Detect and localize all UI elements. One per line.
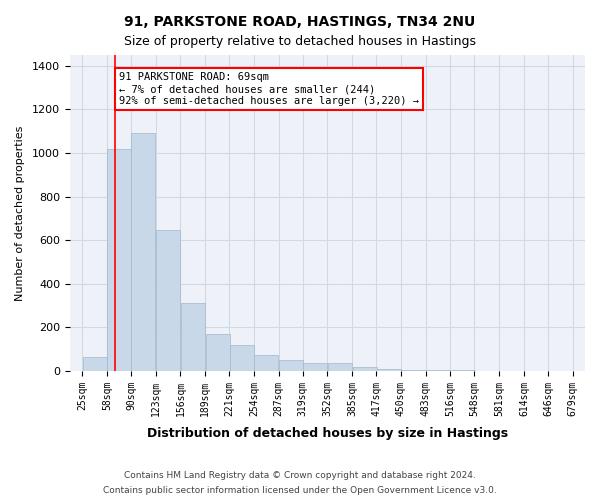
Bar: [303, 364, 327, 371]
Bar: [156, 230, 180, 371]
Text: Contains public sector information licensed under the Open Government Licence v3: Contains public sector information licen…: [103, 486, 497, 495]
Text: Contains HM Land Registry data © Crown copyright and database right 2024.: Contains HM Land Registry data © Crown c…: [124, 471, 476, 480]
Text: 91 PARKSTONE ROAD: 69sqm
← 7% of detached houses are smaller (244)
92% of semi-d: 91 PARKSTONE ROAD: 69sqm ← 7% of detache…: [119, 72, 419, 106]
Bar: [279, 360, 303, 371]
Bar: [353, 366, 377, 371]
Y-axis label: Number of detached properties: Number of detached properties: [15, 126, 25, 300]
Text: 91, PARKSTONE ROAD, HASTINGS, TN34 2NU: 91, PARKSTONE ROAD, HASTINGS, TN34 2NU: [124, 15, 476, 29]
Bar: [181, 304, 205, 371]
X-axis label: Distribution of detached houses by size in Hastings: Distribution of detached houses by size …: [147, 427, 508, 440]
Bar: [426, 370, 450, 371]
Bar: [230, 345, 254, 371]
Bar: [401, 370, 425, 371]
Bar: [377, 368, 401, 371]
Bar: [328, 364, 352, 371]
Bar: [107, 148, 131, 371]
Bar: [206, 334, 230, 371]
Bar: [131, 134, 155, 371]
Bar: [83, 357, 107, 371]
Text: Size of property relative to detached houses in Hastings: Size of property relative to detached ho…: [124, 35, 476, 48]
Bar: [254, 354, 278, 371]
